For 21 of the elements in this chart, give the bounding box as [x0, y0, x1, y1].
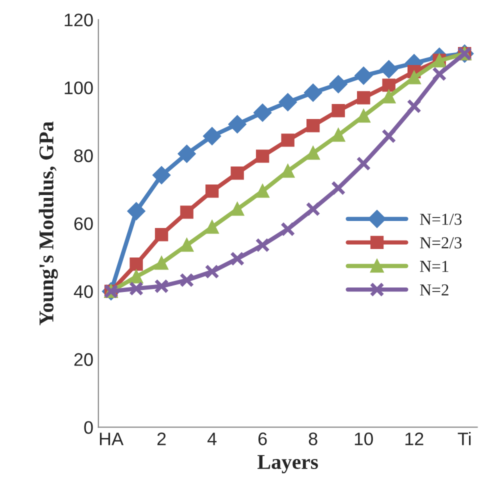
y-tick-label: 60 — [74, 217, 93, 230]
x-tick-label: 4 — [207, 432, 217, 446]
y-tick-label: 40 — [74, 285, 93, 298]
x-tick-label: 12 — [405, 432, 424, 446]
x-tick-label: Ti — [458, 432, 471, 446]
x-axis-title: Layers — [258, 455, 318, 474]
y-tick-label: 120 — [64, 14, 93, 26]
x-tick-label: 8 — [308, 432, 318, 446]
legend-label: N=1/3 — [420, 214, 462, 225]
y-tick-label: 80 — [74, 149, 93, 162]
legend-label: N=2/3 — [420, 237, 462, 248]
x-tick-label: HA — [100, 432, 124, 446]
x-tick-label: 6 — [258, 432, 267, 446]
legend-label: N=1 — [420, 260, 448, 272]
legend-label: N=2 — [420, 284, 448, 296]
x-tick-label: 10 — [354, 432, 373, 446]
x-tick-label: 2 — [157, 432, 166, 446]
y-tick-label: 0 — [84, 421, 93, 434]
y-tick-label: 20 — [74, 353, 93, 366]
y-axis-title: Young's Modulus, GPa — [38, 122, 58, 326]
y-tick-label: 100 — [64, 81, 93, 94]
